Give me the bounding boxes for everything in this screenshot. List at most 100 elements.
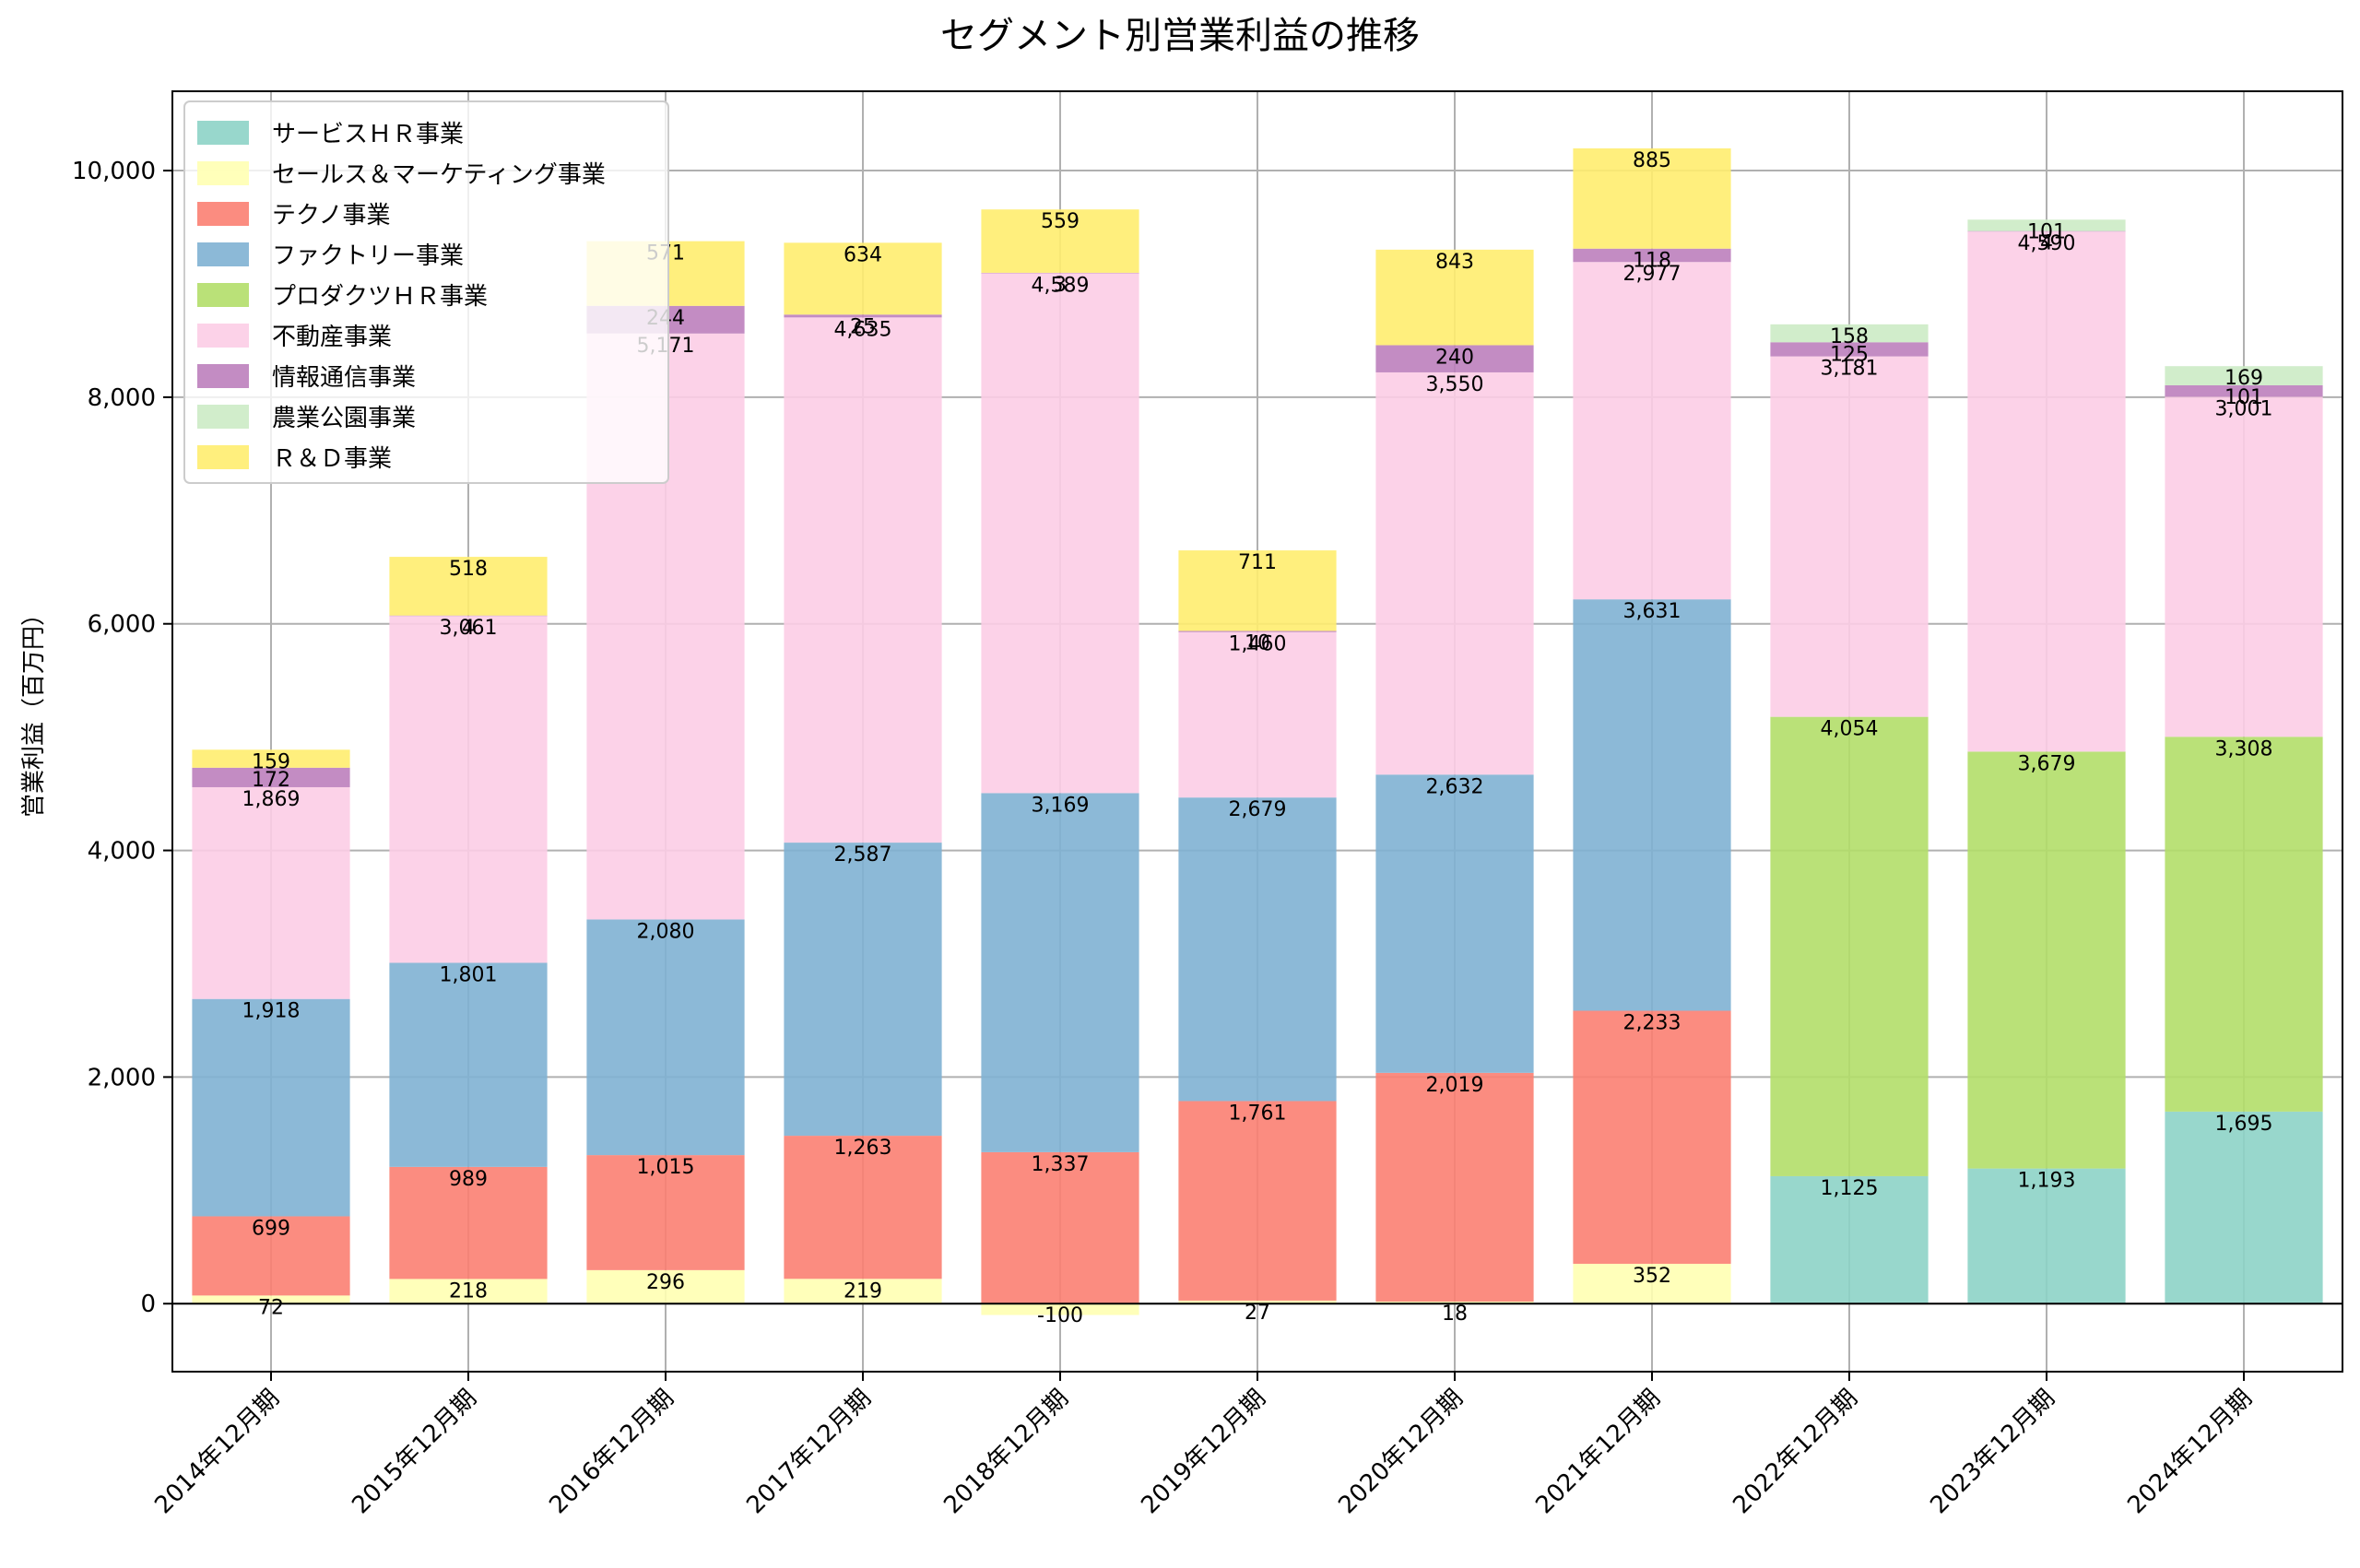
bar-segment (784, 317, 942, 843)
y-tick-label: 4,000 (88, 838, 156, 866)
data-label: 3,169 (1032, 794, 1090, 817)
data-label: 885 (1633, 149, 1671, 172)
data-label: 25 (850, 315, 876, 338)
data-label: 218 (449, 1279, 488, 1303)
bar-segment (784, 843, 942, 1137)
legend: サービスＨＲ事業セールス＆マーケティング事業テクノ事業ファクトリー事業プロダクツ… (183, 100, 669, 484)
data-label: 3,631 (1623, 600, 1682, 623)
y-tick-label: 10,000 (72, 158, 156, 185)
bar-segment (1573, 248, 1731, 263)
bar-segment (784, 242, 942, 315)
x-tick-label: 2024年12月期 (2122, 1385, 2258, 1520)
bars-layer (192, 147, 2323, 1315)
bar-segment (192, 1216, 350, 1296)
data-label: 2,019 (1426, 1074, 1484, 1097)
legend-box (183, 100, 669, 484)
data-label: 1,869 (242, 788, 301, 811)
data-label: 296 (646, 1271, 685, 1294)
data-label: 1,263 (834, 1137, 892, 1160)
data-label: 3,061 (440, 617, 498, 640)
bar-segment (2165, 737, 2323, 1112)
legend-label: テクノ事業 (272, 202, 390, 230)
data-label: 1,015 (637, 1156, 695, 1179)
x-tick-label: 2015年12月期 (347, 1385, 482, 1520)
data-label: 3,550 (1426, 373, 1484, 396)
bar-segment (1178, 1101, 1337, 1301)
data-label: 559 (1041, 210, 1080, 233)
data-label: 634 (844, 243, 882, 266)
legend-label: Ｒ＆Ｄ事業 (272, 445, 392, 473)
data-label: 843 (1435, 251, 1474, 274)
bar-segment (389, 615, 548, 617)
bar-segment (1375, 1072, 1534, 1303)
bar-segment (1375, 345, 1534, 372)
bar-segment (981, 1151, 1139, 1304)
bar-segment (981, 209, 1139, 273)
legend-swatch (197, 364, 249, 388)
data-label: 1,337 (1032, 1153, 1090, 1176)
data-label: 159 (252, 750, 290, 773)
data-label: 2,632 (1426, 775, 1484, 798)
bar-segment (1770, 1175, 1929, 1304)
bar-segment (389, 1279, 548, 1304)
legend-label: サービスＨＲ事業 (272, 121, 464, 148)
data-label: 4,054 (1821, 718, 1879, 741)
data-label: 3,181 (1821, 358, 1879, 381)
data-label: 2,679 (1229, 798, 1287, 821)
bar-segment (1178, 631, 1337, 798)
bar-segment (389, 557, 548, 616)
x-tick-label: 2017年12月期 (741, 1385, 877, 1520)
legend-label: ファクトリー事業 (272, 242, 464, 270)
data-label: 989 (449, 1168, 488, 1191)
data-label: 1,695 (2215, 1113, 2273, 1136)
bar-segment (981, 272, 1139, 274)
bar-segment (192, 1295, 350, 1304)
data-label: 172 (252, 769, 290, 792)
legend-swatch (197, 121, 249, 145)
bar-segment (2165, 366, 2323, 385)
bar-segment (586, 1269, 745, 1304)
bar-segment (2165, 1111, 2323, 1304)
data-label: 699 (252, 1217, 290, 1240)
legend-swatch (197, 324, 249, 348)
bar-segment (192, 767, 350, 787)
y-tick-label: 8,000 (88, 384, 156, 412)
data-label: 219 (844, 1279, 882, 1303)
bar-segment (1178, 550, 1337, 631)
legend-swatch (197, 161, 249, 185)
data-label: 4 (2040, 232, 2053, 255)
x-tick-label: 2023年12月期 (1925, 1385, 2060, 1520)
y-tick-label: 2,000 (88, 1064, 156, 1091)
data-label: 158 (1830, 325, 1869, 348)
data-label: -100 (1037, 1304, 1083, 1327)
data-label: 1,460 (1229, 633, 1287, 656)
bar-segment (1573, 599, 1731, 1011)
bar-segment (1573, 1010, 1731, 1264)
x-tick-label: 2020年12月期 (1333, 1385, 1469, 1520)
bar-segment (1573, 262, 1731, 600)
legend-swatch (197, 202, 249, 226)
bar-segment (784, 1279, 942, 1304)
bar-segment (1770, 342, 1929, 357)
bar-segment (981, 793, 1139, 1152)
legend-label: 農業公園事業 (272, 405, 416, 432)
data-label: 1,193 (2018, 1170, 2076, 1193)
bar-segment (1178, 797, 1337, 1102)
data-label: 4,590 (2018, 232, 2076, 255)
data-label: 2,233 (1623, 1011, 1682, 1034)
bar-segment (784, 314, 942, 318)
bar-segment (1573, 147, 1731, 249)
legend-swatch (197, 242, 249, 266)
y-axis-label: 営業利益（百万円） (20, 602, 48, 818)
bar-segment (1375, 249, 1534, 346)
bar-segment (389, 962, 548, 1167)
bar-segment (981, 1303, 1139, 1315)
legend-label: プロダクツＨＲ事業 (272, 283, 488, 311)
data-label: 2,587 (834, 843, 892, 867)
legend-label: 情報通信事業 (272, 364, 416, 392)
bar-segment (192, 749, 350, 768)
data-label: 3 (1054, 274, 1067, 297)
bar-segment (1967, 230, 2126, 232)
bar-segment (1770, 716, 1929, 1176)
